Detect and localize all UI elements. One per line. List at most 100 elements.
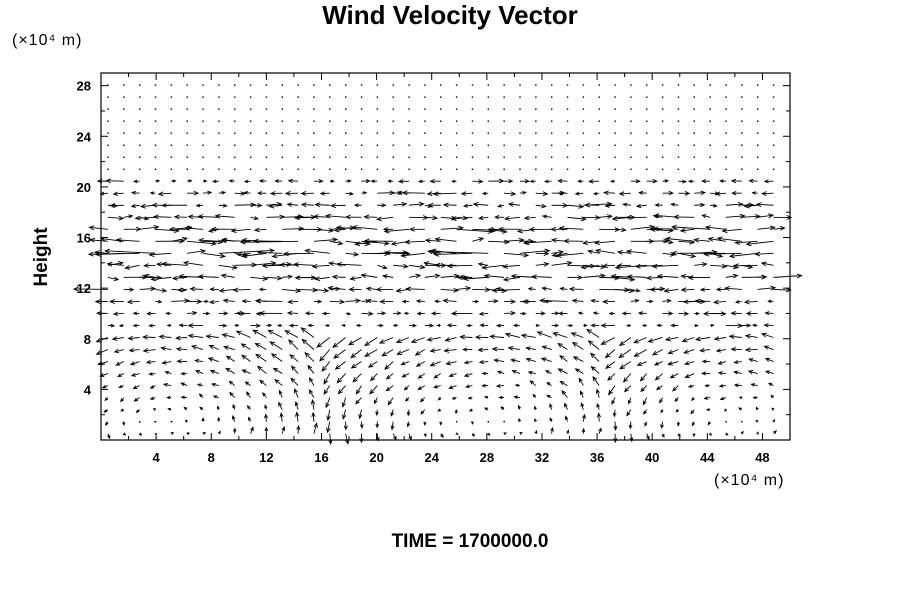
wind-vector (392, 144, 394, 146)
wind-vector (314, 202, 330, 208)
wind-vector (755, 406, 759, 411)
wind-vector (170, 96, 173, 98)
wind-vector (677, 156, 680, 158)
wind-vector (707, 236, 726, 242)
wind-vector (378, 337, 394, 344)
wind-vector (535, 203, 547, 209)
wind-vector (197, 274, 219, 280)
wind-vector (387, 397, 394, 406)
wind-vector (702, 311, 726, 317)
wind-vector (268, 203, 283, 209)
wind-vector (376, 108, 379, 110)
wind-vector (423, 433, 427, 438)
wind-vector (288, 323, 299, 328)
wind-vector (646, 84, 648, 86)
wind-vector (139, 225, 160, 230)
wind-vector (87, 251, 140, 257)
y-tick-label: 28 (77, 79, 91, 94)
wind-vector (126, 299, 140, 305)
wind-vector (408, 156, 410, 158)
wind-vector (551, 156, 553, 158)
wind-vector (149, 396, 156, 400)
wind-vector (503, 432, 508, 436)
wind-vector (709, 120, 711, 122)
wind-vector (154, 132, 157, 134)
wind-vector (360, 108, 363, 110)
wind-vector (618, 337, 632, 347)
wind-vector (202, 96, 204, 98)
wind-vector (434, 299, 441, 304)
wind-vector (471, 108, 474, 110)
wind-vector (202, 432, 207, 435)
wind-vector (406, 421, 411, 428)
wind-vector (249, 144, 252, 146)
wind-vector (436, 323, 441, 328)
wind-vector (392, 108, 394, 110)
wind-vector (123, 120, 125, 122)
wind-vector (541, 345, 552, 350)
wind-vector (132, 323, 140, 328)
wind-vector (292, 262, 314, 268)
wind-vector (725, 132, 727, 134)
wind-vector (481, 191, 489, 196)
wind-vector (107, 323, 116, 328)
wind-vector (209, 369, 219, 374)
wind-vector (682, 299, 695, 305)
wind-vector (186, 168, 188, 170)
wind-vector (97, 361, 109, 366)
wind-vector (728, 252, 758, 259)
wind-vector (439, 96, 442, 98)
wind-vector (329, 156, 331, 158)
wind-vector (392, 96, 394, 98)
wind-vector (235, 330, 251, 338)
wind-vector (234, 132, 236, 134)
wind-vector (424, 132, 426, 134)
wind-vector (646, 156, 648, 158)
wind-vector (440, 156, 442, 158)
wind-vector (703, 396, 711, 400)
wind-vector (187, 299, 203, 304)
wind-vector (249, 96, 252, 98)
wind-vector (359, 433, 364, 444)
wind-vector (502, 263, 520, 269)
wind-vector (670, 323, 679, 328)
wind-vector (730, 311, 742, 316)
wind-vector (170, 168, 173, 170)
wind-vector (566, 120, 569, 122)
wind-vector (667, 361, 679, 366)
wind-vector (363, 238, 394, 244)
wind-vector (520, 333, 536, 339)
wind-vector (307, 364, 315, 374)
wind-vector (297, 96, 299, 98)
wind-vector (503, 156, 505, 158)
wind-vector (218, 323, 228, 328)
wind-vector (265, 84, 268, 86)
wind-vector (376, 168, 379, 170)
wind-vector (313, 132, 315, 134)
wind-vector (374, 397, 378, 405)
wind-vector (638, 190, 647, 195)
wind-vector (234, 156, 236, 158)
wind-vector (164, 370, 172, 375)
wind-vector (497, 226, 520, 232)
wind-vector (186, 96, 188, 98)
wind-vector (175, 335, 188, 341)
wind-vector (269, 191, 283, 196)
wind-vector (503, 168, 505, 170)
wind-vector (310, 399, 316, 410)
wind-vector (551, 311, 560, 316)
wind-vector (187, 310, 198, 316)
wind-vector (154, 168, 157, 170)
wind-vector (525, 346, 536, 351)
wind-vector (350, 361, 362, 369)
wind-vector (582, 96, 585, 98)
wind-vector (120, 408, 124, 412)
wind-vector (178, 323, 188, 328)
wind-vector (392, 120, 394, 122)
wind-vector (578, 377, 584, 386)
wind-vector (150, 276, 172, 282)
wind-vector (122, 432, 127, 436)
wind-vector (202, 144, 204, 146)
wind-vector (408, 144, 410, 146)
wind-vector (673, 214, 695, 220)
